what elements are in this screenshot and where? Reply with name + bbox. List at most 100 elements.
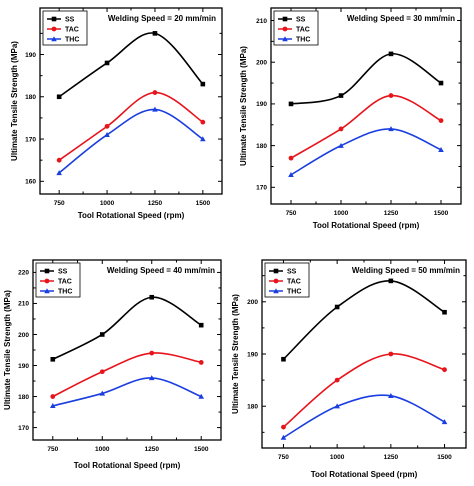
legend-label-tac: TAC — [65, 27, 79, 34]
x-tick-label: 1500 — [196, 200, 211, 207]
y-axis-label: Ultimate Tensile Strength (MPa) — [10, 41, 19, 161]
chart-panel-4: 180 190 200 750 1000 1250 1500 Tool Rotational … — [231, 259, 467, 479]
y-tick-label: 210 — [256, 18, 267, 25]
data-point-ss — [288, 101, 294, 107]
data-point-tac — [56, 157, 62, 163]
series-line-tac — [282, 353, 445, 428]
data-point-tac — [388, 351, 394, 357]
x-tick-label: 1000 — [100, 200, 115, 207]
data-point-thc — [338, 142, 344, 148]
data-point-thc — [288, 172, 294, 178]
x-tick-label: 750 — [286, 210, 297, 217]
y-tick-label: 180 — [256, 143, 267, 150]
data-point-tac — [442, 367, 447, 373]
y-tick-label: 200 — [256, 60, 267, 67]
data-point-tac — [198, 360, 204, 365]
legend-label-thc: THC — [287, 289, 301, 296]
x-axis-label: Tool Rotational Speed (rpm) — [311, 470, 418, 479]
x-tick-label: 1000 — [330, 454, 345, 461]
y-tick-label: 170 — [256, 185, 267, 192]
data-point-thc — [99, 390, 106, 396]
data-point-thc — [388, 126, 394, 132]
data-point-ss — [152, 31, 158, 36]
data-point-tac — [152, 90, 158, 95]
y-tick-label: 190 — [25, 52, 36, 59]
legend-marker-ss — [51, 16, 57, 22]
x-axis-label: Tool Rotational Speed (rpm) — [74, 461, 181, 470]
data-point-ss — [334, 304, 340, 310]
data-point-thc — [388, 392, 394, 398]
data-point-ss — [200, 81, 206, 87]
data-point-tac — [281, 424, 286, 430]
legend-marker-thc — [273, 288, 279, 294]
x-tick-label: 1000 — [334, 210, 349, 217]
legend-label-ss: SS — [65, 17, 75, 24]
y-tick-label: 170 — [25, 136, 36, 143]
data-point-tac — [99, 369, 105, 375]
chart-panel-3: 170 180 190 200 210 220 750 1000 1250 1500 Tool Ro… — [3, 259, 222, 470]
data-point-ss — [388, 51, 394, 57]
legend-label-ss: SS — [296, 17, 306, 24]
series-line-tac — [58, 91, 204, 161]
legend-label-ss: SS — [58, 269, 68, 276]
x-tick-label: 1000 — [95, 446, 110, 453]
data-point-tac — [338, 126, 344, 132]
legend-marker-tac — [273, 278, 279, 284]
legend-marker-ss — [44, 268, 50, 274]
data-point-ss — [56, 94, 62, 100]
legend-marker-ss — [273, 268, 279, 274]
series-line-thc — [58, 108, 204, 174]
legend-label-tac: TAC — [58, 279, 72, 286]
series-line-thc — [52, 377, 202, 407]
legend-marker-tac — [44, 278, 50, 284]
y-axis-label: Ultimate Tensile Strength (MPa) — [239, 46, 248, 166]
y-tick-label: 220 — [18, 270, 29, 277]
data-point-thc — [438, 146, 444, 152]
series-line-ss — [282, 280, 445, 360]
data-point-tac — [288, 155, 294, 161]
y-tick-label: 210 — [18, 301, 29, 308]
y-tick-label: 170 — [18, 425, 29, 432]
x-tick-label: 1250 — [384, 454, 399, 461]
data-point-ss — [281, 356, 286, 362]
x-tick-label: 1500 — [194, 446, 209, 453]
data-point-tac — [149, 350, 155, 356]
y-tick-label: 180 — [18, 394, 29, 401]
series-line-thc — [283, 394, 445, 439]
legend-marker-tac — [282, 26, 288, 32]
data-point-thc — [198, 393, 205, 399]
data-point-thc — [280, 434, 287, 440]
y-tick-label: 180 — [247, 404, 258, 411]
x-tick-label: 1250 — [384, 210, 399, 217]
y-tick-label: 200 — [18, 332, 29, 339]
x-tick-label: 1250 — [148, 200, 163, 207]
y-tick-label: 200 — [247, 299, 258, 306]
data-point-ss — [104, 60, 110, 66]
data-point-tac — [438, 118, 444, 123]
data-point-tac — [200, 119, 206, 125]
data-point-thc — [200, 136, 206, 142]
data-point-thc — [441, 419, 448, 425]
data-point-ss — [149, 294, 155, 300]
data-point-ss — [50, 357, 56, 362]
x-tick-label: 1500 — [437, 454, 452, 461]
legend-label-thc: THC — [65, 37, 79, 44]
data-point-tac — [50, 394, 56, 399]
legend-marker-thc — [282, 36, 288, 42]
data-point-ss — [198, 322, 204, 328]
data-point-thc — [49, 403, 56, 409]
data-point-thc — [104, 132, 110, 138]
data-point-thc — [56, 170, 62, 176]
x-tick-label: 750 — [47, 446, 58, 453]
y-axis-label: Ultimate Tensile Strength (MPa) — [3, 290, 12, 410]
y-tick-label: 190 — [256, 101, 267, 108]
series-line-ss — [290, 53, 442, 105]
y-tick-label: 190 — [18, 363, 29, 370]
x-axis-label: Tool Rotational Speed (rpm) — [313, 221, 420, 230]
y-tick-label: 160 — [25, 179, 36, 186]
y-tick-label: 190 — [247, 351, 258, 358]
chart-title: Welding Speed = 30 mm/min — [347, 14, 455, 23]
data-point-tac — [334, 377, 340, 383]
data-point-ss — [388, 278, 394, 284]
data-point-tac — [388, 93, 394, 98]
